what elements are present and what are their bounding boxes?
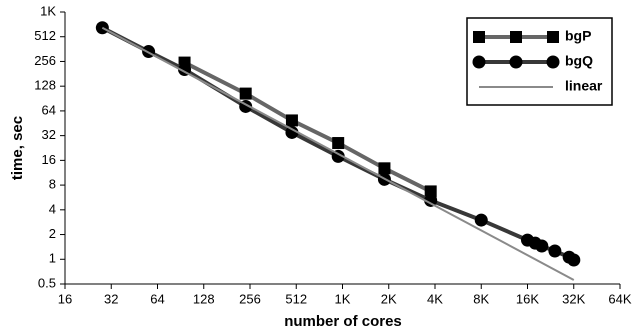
x-tick-label: 16K [516, 291, 539, 306]
x-axis-label: number of cores [284, 313, 402, 330]
marker [424, 193, 438, 207]
marker [285, 114, 298, 127]
x-tick-label: 4K [427, 291, 443, 306]
y-tick-label: 4 [49, 201, 56, 216]
marker [378, 162, 391, 175]
x-tick-label: 64 [150, 291, 164, 306]
marker [472, 55, 486, 69]
legend-label: bgP [565, 28, 591, 44]
marker [332, 137, 345, 150]
x-tick-label: 2K [381, 291, 397, 306]
marker [285, 125, 299, 139]
y-tick-label: 32 [42, 127, 56, 142]
marker [239, 87, 252, 100]
x-tick-label: 8K [473, 291, 489, 306]
marker [567, 253, 581, 267]
x-tick-label: 1K [335, 291, 351, 306]
series-line [101, 26, 575, 281]
y-tick-label: 512 [34, 28, 56, 43]
marker [546, 55, 560, 69]
y-tick-label: 256 [34, 53, 56, 68]
marker [547, 31, 559, 43]
marker [473, 31, 485, 43]
marker [510, 31, 522, 43]
legend-label: bgQ [565, 53, 593, 69]
x-tick-label: 32 [104, 291, 118, 306]
x-tick-label: 512 [285, 291, 307, 306]
y-tick-label: 64 [42, 102, 56, 117]
y-tick-label: 1 [49, 251, 56, 266]
y-tick-label: 8 [49, 177, 56, 192]
marker [424, 185, 437, 198]
x-tick-label: 256 [239, 291, 261, 306]
y-tick-label: 2 [49, 226, 56, 241]
y-tick-label: 16 [42, 152, 56, 167]
y-axis-label: time, sec [9, 116, 26, 180]
series-line [183, 60, 432, 194]
marker [535, 239, 549, 253]
legend-label: linear [565, 78, 603, 94]
marker [509, 55, 523, 69]
y-tick-label: 0.5 [38, 275, 56, 290]
x-tick-label: 32K [562, 291, 585, 306]
y-tick-label: 1K [40, 3, 56, 18]
y-tick-label: 128 [34, 78, 56, 93]
x-tick-label: 128 [193, 291, 215, 306]
x-tick-label: 64K [608, 291, 631, 306]
x-tick-label: 16 [58, 291, 72, 306]
marker [178, 56, 191, 69]
marker [474, 213, 488, 227]
marker [548, 244, 562, 258]
